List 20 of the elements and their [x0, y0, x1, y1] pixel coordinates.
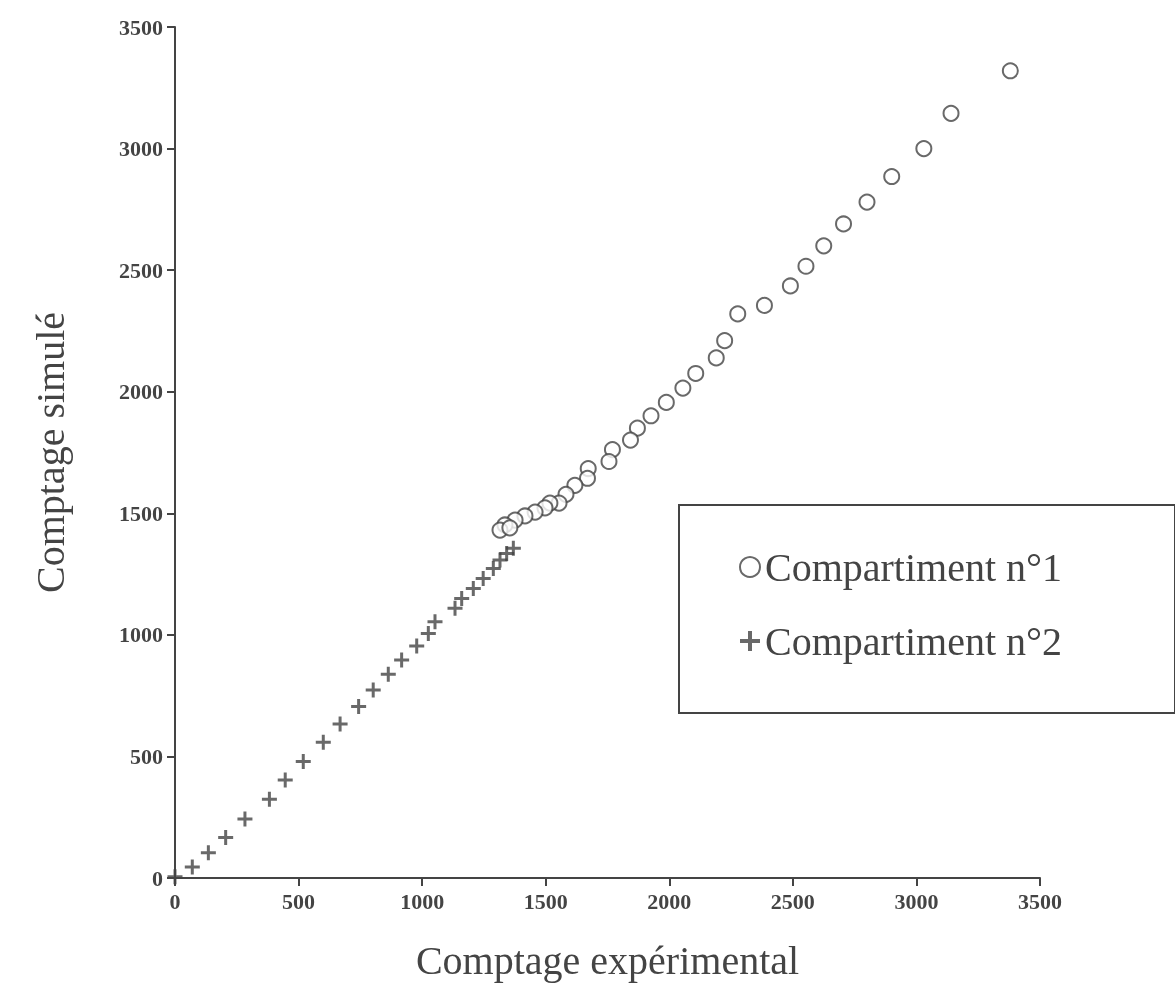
x-axis-title: Comptage expérimental: [415, 937, 800, 983]
y-tick-label: 3000: [119, 136, 163, 162]
legend-label: Compartiment n°1: [765, 544, 1063, 590]
x-tick-label: 1000: [400, 888, 445, 914]
y-tick-label: 2000: [119, 379, 163, 405]
y-tick-label: 1500: [119, 500, 163, 526]
x-tick-label: 3500: [1018, 888, 1062, 914]
y-tick-label: 2500: [119, 257, 163, 283]
legend-label: Compartiment n°2: [765, 618, 1063, 664]
x-tick-label: 0: [169, 888, 181, 914]
y-tick-label: 3500: [119, 14, 163, 40]
x-tick-label: 2000: [647, 888, 692, 914]
x-tick-label: 1500: [523, 888, 568, 914]
y-tick-label: 500: [130, 743, 163, 769]
x-tick-label: 500: [282, 888, 316, 914]
x-tick-label: 3000: [894, 888, 939, 914]
y-tick-label: 1000: [119, 622, 163, 648]
x-tick-label: 2500: [770, 888, 815, 914]
y-tick-label: 0: [152, 865, 163, 891]
y-axis-title: Comptage simulé: [27, 311, 73, 594]
